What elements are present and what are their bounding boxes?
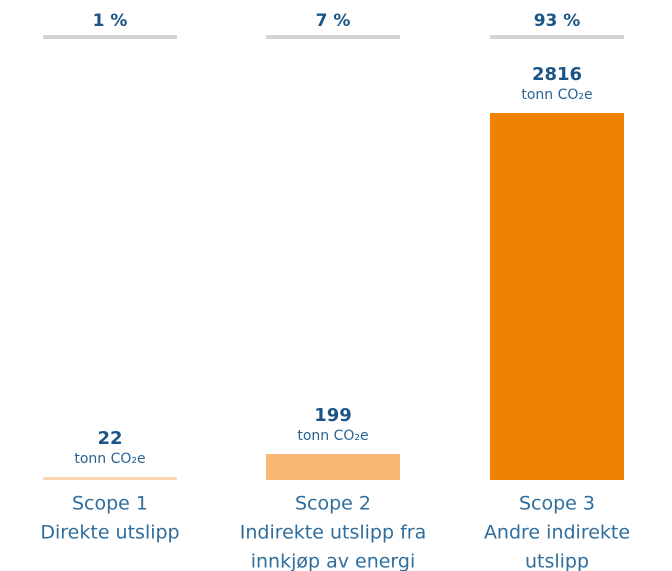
category-label: Indirekte utslipp fra [240, 522, 427, 544]
value-label: 199 [314, 405, 352, 426]
category-label: utslipp [525, 551, 589, 571]
category-label: Andre indirekte [484, 522, 630, 544]
unit-label: tonn CO₂e [74, 451, 145, 467]
unit-label: tonn CO₂e [521, 87, 592, 103]
share-rule [266, 35, 400, 39]
category-label: Scope 1 [72, 493, 148, 515]
share-rule [490, 35, 624, 39]
category-label: Scope 2 [295, 493, 371, 515]
unit-label: tonn CO₂e [297, 428, 368, 444]
share-label: 93 % [534, 11, 581, 31]
value-label: 22 [97, 428, 122, 449]
share-label: 1 % [93, 11, 128, 31]
value-label: 2816 [532, 64, 582, 85]
bar [266, 454, 400, 480]
bar [43, 477, 177, 480]
share-label: 7 % [316, 11, 351, 31]
category-label: innkjøp av energi [251, 551, 416, 571]
category-label: Scope 3 [519, 493, 595, 515]
bar [490, 113, 624, 480]
share-rule [43, 35, 177, 39]
category-label: Direkte utslipp [40, 522, 179, 544]
